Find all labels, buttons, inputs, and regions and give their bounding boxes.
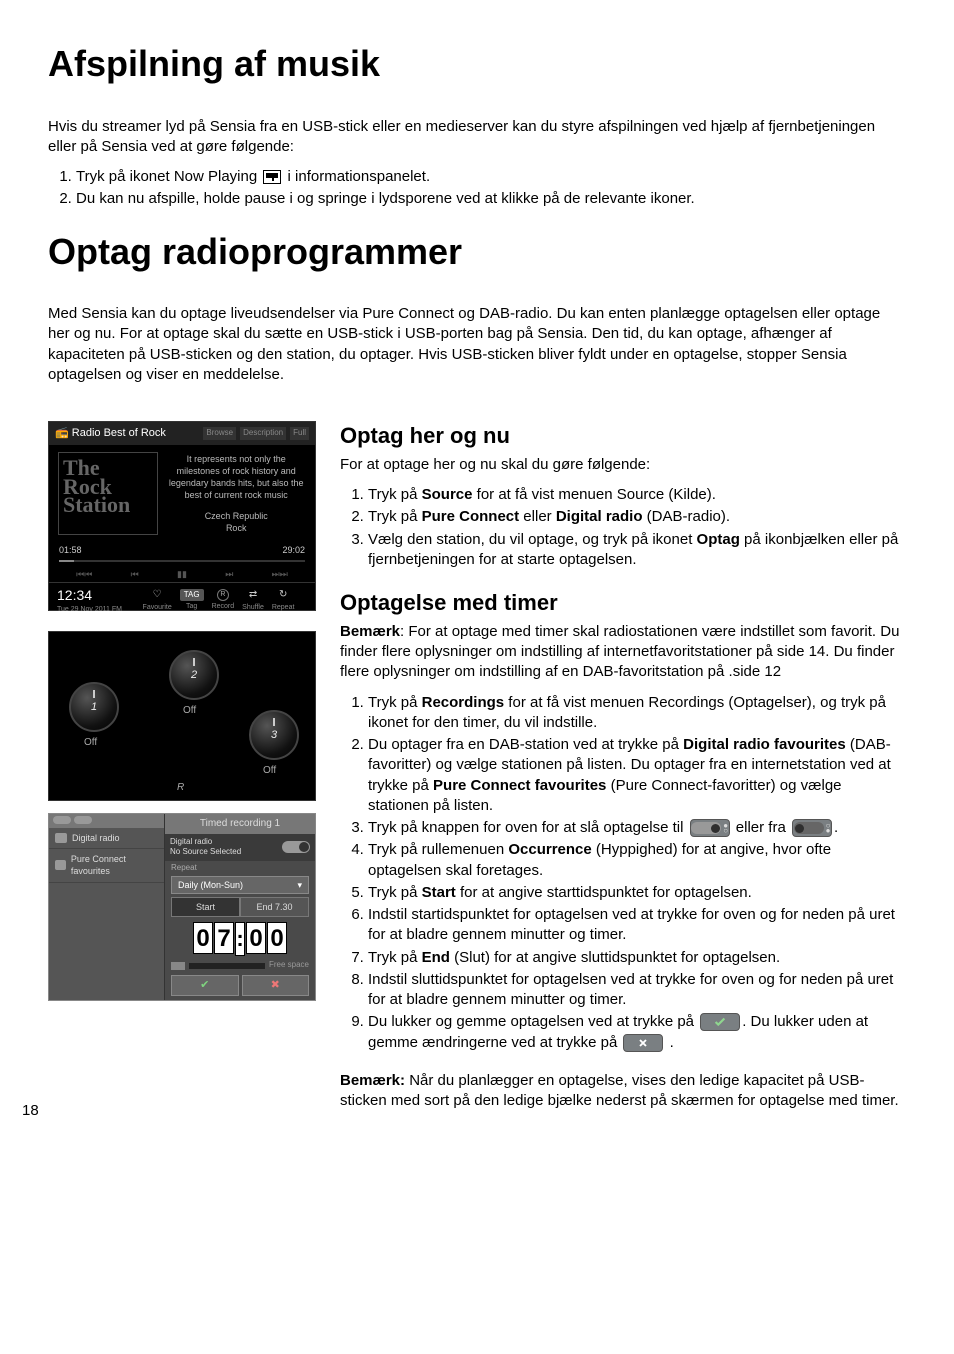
step: Du lukker og gemme optagelsen ved at try… xyxy=(368,1012,906,1053)
text: Tryk på ikonet Now Playing xyxy=(76,168,261,185)
transport-controls: ⏮⏮⏮▮▮⏭⏭⏭ xyxy=(49,566,315,582)
screenshot-player: 📻 Radio Best of Rock BrowseDescriptionFu… xyxy=(48,421,316,611)
src-sub: No Source Selected xyxy=(170,847,241,858)
toggle-off-icon: ○● xyxy=(792,819,832,837)
step: Tryk på End (Slut) for at angive sluttid… xyxy=(368,948,906,968)
toggle-on-icon: ●○ xyxy=(690,819,730,837)
station-desc: It represents not only the milestones of… xyxy=(167,453,305,534)
step: Indstil startidspunktet for optagelsen v… xyxy=(368,905,906,946)
progress-bar xyxy=(59,560,305,562)
screenshot-dials: 1 Off 2 Off 3 Off R xyxy=(48,631,316,801)
end-tab: End 7.30 xyxy=(240,897,309,917)
cancel-pill-icon xyxy=(623,1034,663,1052)
intro-record: Med Sensia kan du optage liveudsendelser… xyxy=(48,304,906,385)
shuffle-icon: ⇄ xyxy=(249,588,257,602)
dial-2-label: Off xyxy=(183,704,196,718)
record-icon: R xyxy=(217,589,229,601)
dial-1-label: Off xyxy=(84,736,97,750)
playback-steps: Tryk på ikonet Now Playing i information… xyxy=(48,167,906,210)
record-now-steps: Tryk på Source for at få vist menuen Sou… xyxy=(340,485,906,570)
tag-badge: TAG xyxy=(180,589,204,602)
remaining: 29:02 xyxy=(282,544,305,556)
player-tabs: BrowseDescriptionFull xyxy=(203,427,309,440)
free-space-label: Free space xyxy=(269,960,309,971)
step: Du optager fra en DAB-station ved at try… xyxy=(368,735,906,816)
heart-icon: ♡ xyxy=(153,588,162,602)
occurrence-dropdown: Daily (Mon-Sun)▾ xyxy=(171,876,309,894)
step: Tryk på rullemenuen Occurrence (Hyppighe… xyxy=(368,840,906,881)
step: Vælg den station, du vil optage, og tryk… xyxy=(368,530,906,571)
clock: 12:34 xyxy=(57,586,122,605)
page-number: 18 xyxy=(22,1101,39,1121)
station-logo: TheRockStation xyxy=(59,453,157,534)
dial-2-num: 2 xyxy=(191,668,197,683)
elapsed: 01:58 xyxy=(59,544,82,556)
usb-icon xyxy=(171,962,185,970)
time-digits: 07 : 00 xyxy=(171,922,309,956)
record-timer-steps: Tryk på Recordings for at få vist menuen… xyxy=(340,693,906,1053)
heading-record: Optag radioprogrammer xyxy=(48,228,906,277)
dial-3-label: Off xyxy=(263,764,276,778)
step: Tryk på Pure Connect eller Digital radio… xyxy=(368,507,906,527)
timer-note: Bemærk: For at optage med timer skal rad… xyxy=(340,622,906,683)
record-now-intro: For at optage her og nu skal du gøre føl… xyxy=(340,455,906,475)
intro-playback: Hvis du streamer lyd på Sensia fra en US… xyxy=(48,117,906,158)
now-playing-icon xyxy=(263,170,281,184)
heading-record-timer: Optagelse med timer xyxy=(340,588,906,618)
free-space-bar xyxy=(189,963,265,969)
dial-r-label: R xyxy=(177,781,184,795)
confirm-button: ✔ xyxy=(171,975,239,996)
date: Tue 29 Nov 2011 FM xyxy=(57,605,122,614)
repeat-label: Repeat xyxy=(165,861,315,876)
step: Indstil sluttidspunktet for optagelsen v… xyxy=(368,970,906,1011)
timer-header: Timed recording 1 xyxy=(165,814,315,834)
dial-3-num: 3 xyxy=(271,728,277,743)
step: Tryk på Start for at angive starttidspun… xyxy=(368,883,906,903)
text: i informationspanelet. xyxy=(283,168,430,185)
step: Tryk på Source for at få vist menuen Sou… xyxy=(368,485,906,505)
heading-playback: Afspilning af musik xyxy=(48,40,906,89)
footnote: Bemærk: Når du planlægger en optagelse, … xyxy=(340,1071,906,1112)
step: Tryk på knappen for oven for at slå opta… xyxy=(368,818,906,838)
step-2: Du kan nu afspille, holde pause i og spr… xyxy=(76,189,906,209)
screenshots-column: 📻 Radio Best of Rock BrowseDescriptionFu… xyxy=(48,421,316,1121)
src-label: Digital radio xyxy=(170,837,241,848)
player-title: 📻 Radio Best of Rock xyxy=(55,426,166,441)
dial-1-num: 1 xyxy=(91,700,97,715)
screenshot-timer: Digital radio Pure Connect favourites Ti… xyxy=(48,813,316,1001)
toggle-icon xyxy=(282,841,310,853)
repeat-icon: ↻ xyxy=(279,588,287,602)
list-item: Pure Connect favourites xyxy=(49,849,164,882)
heading-record-now: Optag her og nu xyxy=(340,421,906,451)
start-tab: Start xyxy=(171,897,240,917)
step: Tryk på Recordings for at få vist menuen… xyxy=(368,693,906,734)
step-1: Tryk på ikonet Now Playing i information… xyxy=(76,167,906,187)
cancel-button: ✖ xyxy=(242,975,310,996)
confirm-pill-icon xyxy=(700,1013,740,1031)
list-item: Digital radio xyxy=(49,828,164,849)
